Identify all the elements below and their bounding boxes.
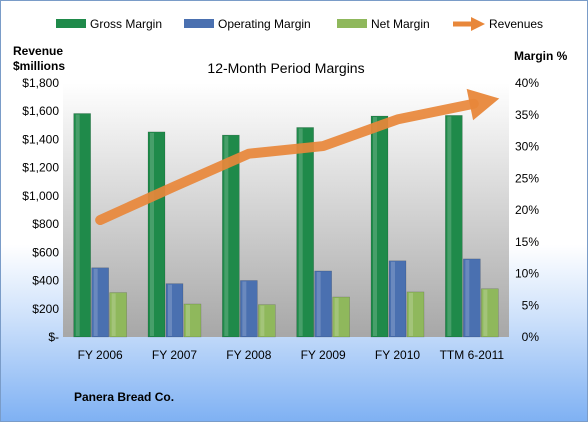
right-tick-label: 15% [515, 235, 539, 249]
bar-highlight [316, 271, 321, 336]
legend-swatch-operating-margin [184, 19, 214, 28]
legend: Gross Margin Operating Margin Net Margin… [56, 17, 543, 31]
left-axis-title-line2: $millions [13, 59, 65, 73]
legend-arrow-revenues [471, 17, 485, 31]
bar-highlight [391, 261, 395, 336]
left-tick-label: $1,400 [22, 132, 59, 146]
footer-company-name: Panera Bread Co. [74, 390, 174, 404]
bar-operating-margin [314, 270, 332, 338]
bar-highlight [465, 259, 470, 336]
category-labels: FY 2006 FY 2007 FY 2008 FY 2009 FY 2010 TTM 6… [78, 348, 505, 362]
bar-gross-margin [296, 127, 314, 338]
left-tick-label: $1,800 [22, 76, 59, 90]
bar-gross-margin [147, 131, 166, 338]
bar-highlight [168, 284, 172, 336]
plot-area [63, 83, 509, 337]
revenue-layer [95, 88, 500, 226]
bar-highlight [93, 268, 98, 336]
right-tick-label: 5% [522, 298, 540, 312]
right-tick-label: 20% [515, 203, 539, 217]
bar-operating-margin [240, 280, 258, 338]
bar-net-margin [109, 292, 127, 338]
bar-net-margin [258, 304, 276, 338]
bar-operating-margin [388, 260, 407, 338]
left-tick-label: $600 [32, 245, 59, 259]
left-tick-label: $1,200 [22, 161, 59, 175]
right-axis-title: Margin % [514, 49, 568, 63]
left-tick-label: $1,000 [22, 189, 59, 203]
bar-operating-margin [91, 267, 109, 338]
legend-swatch-gross-margin [56, 19, 86, 28]
bar-highlight [260, 305, 265, 336]
legend-label-operating-margin: Operating Margin [218, 17, 311, 31]
bar-gross-margin [445, 115, 463, 338]
category-label: FY 2008 [226, 348, 271, 362]
bar-highlight [373, 117, 377, 337]
bar-highlight [150, 132, 154, 336]
bar-gross-margin [222, 134, 240, 338]
category-label: TTM 6-2011 [440, 348, 505, 362]
bar-highlight [409, 292, 413, 336]
right-tick-label: 0% [522, 330, 540, 344]
bar-highlight [242, 281, 247, 336]
category-label: FY 2010 [375, 348, 420, 362]
left-axis-ticks: $- $200 $400 $600 $800 $1,000 $1,200 $1,400 $1,6… [22, 76, 59, 344]
legend-label-net-margin: Net Margin [371, 17, 430, 31]
bar-operating-margin [463, 258, 481, 338]
left-tick-label: $1,600 [22, 104, 59, 118]
left-tick-label: $800 [32, 217, 59, 231]
bar-net-margin [332, 296, 350, 338]
bar-highlight [447, 116, 452, 336]
category-label: FY 2006 [78, 348, 123, 362]
bars-layer [73, 113, 499, 338]
legend-swatch-net-margin [337, 19, 367, 28]
bar-net-margin [183, 303, 202, 338]
right-tick-label: 30% [515, 140, 539, 154]
bar-gross-margin [73, 113, 91, 338]
right-tick-label: 35% [515, 108, 539, 122]
right-axis-ticks: 0% 5% 10% 15% 20% 25% 30% 35% 40% [515, 76, 539, 344]
left-tick-label: $200 [32, 302, 59, 316]
left-tick-label: $400 [32, 274, 59, 288]
category-label: FY 2009 [301, 348, 346, 362]
right-tick-label: 10% [515, 267, 539, 281]
right-tick-label: 25% [515, 171, 539, 185]
bar-operating-margin [165, 283, 184, 338]
bar-gross-margin [370, 115, 389, 338]
bar-highlight [298, 128, 303, 336]
category-label: FY 2007 [152, 348, 197, 362]
bar-highlight [334, 297, 339, 336]
legend-label-revenues: Revenues [489, 17, 543, 31]
bar-net-margin [406, 291, 425, 338]
bar-net-margin [481, 288, 499, 338]
bar-highlight [75, 114, 80, 336]
right-tick-label: 40% [515, 76, 539, 90]
revenues-arrowhead [466, 88, 500, 121]
left-tick-label: $- [48, 330, 59, 344]
bar-highlight [186, 304, 190, 336]
legend-label-gross-margin: Gross Margin [90, 17, 162, 31]
bar-highlight [224, 136, 229, 336]
bar-highlight [111, 293, 116, 336]
chart-title: 12-Month Period Margins [207, 60, 364, 76]
revenues-line [95, 98, 479, 226]
left-axis-title-line1: Revenue [13, 44, 63, 58]
bar-highlight [483, 289, 488, 336]
